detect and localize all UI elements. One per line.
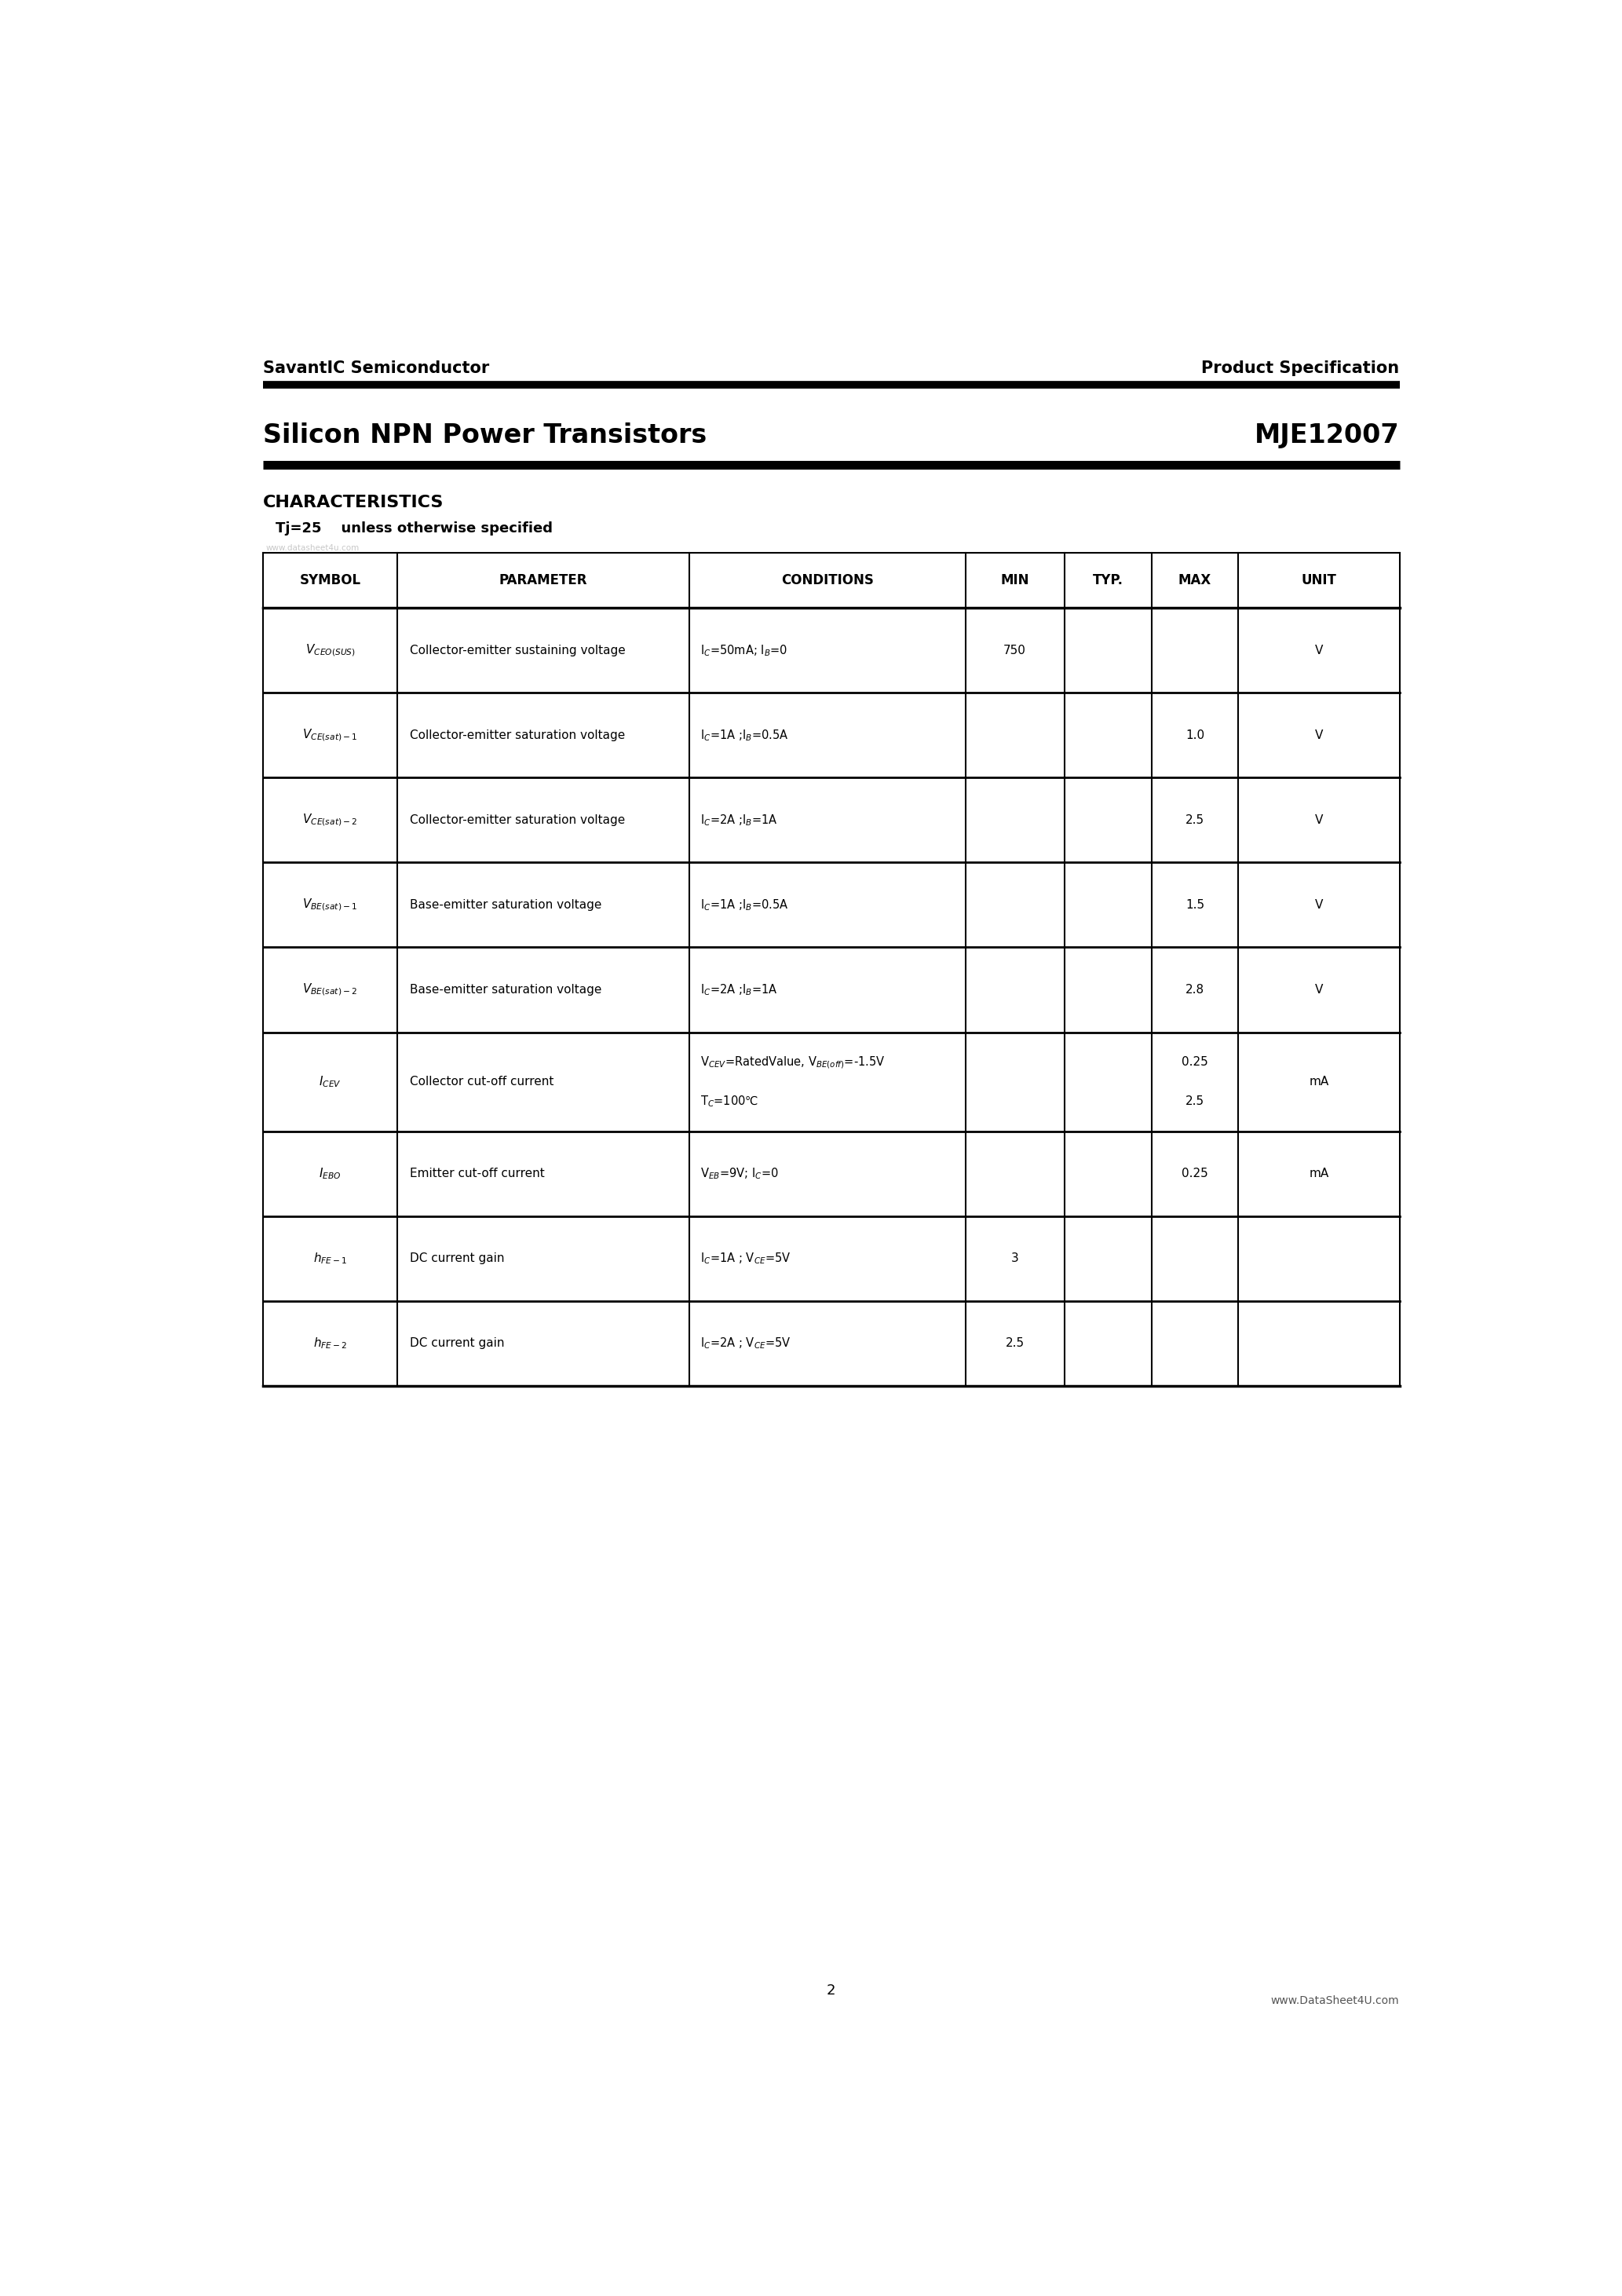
Text: I$_C$=2A ; V$_{CE}$=5V: I$_C$=2A ; V$_{CE}$=5V xyxy=(701,1336,792,1350)
Text: 750: 750 xyxy=(1004,645,1027,657)
Text: SavantIC Semiconductor: SavantIC Semiconductor xyxy=(263,360,490,377)
Text: UNIT: UNIT xyxy=(1301,574,1337,588)
Text: mA: mA xyxy=(1309,1169,1328,1180)
Text: DC current gain: DC current gain xyxy=(410,1339,504,1350)
Text: I$_C$=1A ;I$_B$=0.5A: I$_C$=1A ;I$_B$=0.5A xyxy=(701,728,788,742)
Text: Collector cut-off current: Collector cut-off current xyxy=(410,1077,553,1088)
Text: V$_{CEV}$=RatedValue, V$_{BE(off)}$=-1.5V: V$_{CEV}$=RatedValue, V$_{BE(off)}$=-1.5… xyxy=(701,1054,886,1070)
Text: V$_{CE(sat)-2}$: V$_{CE(sat)-2}$ xyxy=(303,813,358,829)
Text: Collector-emitter saturation voltage: Collector-emitter saturation voltage xyxy=(410,815,624,827)
Text: TYP.: TYP. xyxy=(1093,574,1124,588)
Text: V: V xyxy=(1315,815,1324,827)
Text: 2.8: 2.8 xyxy=(1186,985,1205,996)
Text: SYMBOL: SYMBOL xyxy=(300,574,360,588)
Text: V: V xyxy=(1315,985,1324,996)
Text: 3: 3 xyxy=(1011,1254,1019,1265)
Text: V$_{BE(sat)-1}$: V$_{BE(sat)-1}$ xyxy=(303,898,358,912)
Text: 1.0: 1.0 xyxy=(1186,730,1205,742)
Text: T$_C$=100℃: T$_C$=100℃ xyxy=(701,1093,759,1109)
Text: 2.5: 2.5 xyxy=(1186,1095,1205,1107)
Text: V: V xyxy=(1315,730,1324,742)
Text: 2.5: 2.5 xyxy=(1006,1339,1023,1350)
Text: h$_{FE-1}$: h$_{FE-1}$ xyxy=(313,1251,347,1265)
Text: MIN: MIN xyxy=(1001,574,1028,588)
Text: PARAMETER: PARAMETER xyxy=(500,574,587,588)
Text: 2: 2 xyxy=(827,1984,835,1998)
Text: 2.5: 2.5 xyxy=(1186,815,1205,827)
Text: I$_C$=1A ; V$_{CE}$=5V: I$_C$=1A ; V$_{CE}$=5V xyxy=(701,1251,792,1265)
Text: I$_C$=2A ;I$_B$=1A: I$_C$=2A ;I$_B$=1A xyxy=(701,983,779,996)
Text: MAX: MAX xyxy=(1178,574,1212,588)
Text: www.datasheet4u.com: www.datasheet4u.com xyxy=(266,544,358,551)
Text: Product Specification: Product Specification xyxy=(1202,360,1400,377)
Text: mA: mA xyxy=(1309,1077,1328,1088)
Text: Collector-emitter saturation voltage: Collector-emitter saturation voltage xyxy=(410,730,624,742)
Text: I$_C$=1A ;I$_B$=0.5A: I$_C$=1A ;I$_B$=0.5A xyxy=(701,898,788,912)
Text: V$_{CE(sat)-1}$: V$_{CE(sat)-1}$ xyxy=(303,728,358,744)
Text: I$_{CEV}$: I$_{CEV}$ xyxy=(320,1075,341,1088)
Text: Tj=25    unless otherwise specified: Tj=25 unless otherwise specified xyxy=(276,521,553,535)
Text: V$_{EB}$=9V; I$_C$=0: V$_{EB}$=9V; I$_C$=0 xyxy=(701,1166,779,1180)
Text: 0.25: 0.25 xyxy=(1182,1056,1208,1068)
Text: 0.25: 0.25 xyxy=(1182,1169,1208,1180)
Text: I$_C$=50mA; I$_B$=0: I$_C$=50mA; I$_B$=0 xyxy=(701,643,788,657)
Text: Silicon NPN Power Transistors: Silicon NPN Power Transistors xyxy=(263,422,707,448)
Text: MJE12007: MJE12007 xyxy=(1254,422,1400,448)
Text: DC current gain: DC current gain xyxy=(410,1254,504,1265)
Text: Base-emitter saturation voltage: Base-emitter saturation voltage xyxy=(410,985,602,996)
Text: h$_{FE-2}$: h$_{FE-2}$ xyxy=(313,1336,347,1350)
Text: I$_{EBO}$: I$_{EBO}$ xyxy=(320,1166,341,1180)
Text: CONDITIONS: CONDITIONS xyxy=(782,574,874,588)
Text: V$_{BE(sat)-2}$: V$_{BE(sat)-2}$ xyxy=(303,983,357,996)
Text: Collector-emitter sustaining voltage: Collector-emitter sustaining voltage xyxy=(410,645,626,657)
Text: 1.5: 1.5 xyxy=(1186,900,1205,912)
Text: Emitter cut-off current: Emitter cut-off current xyxy=(410,1169,545,1180)
Text: V$_{CEO(SUS)}$: V$_{CEO(SUS)}$ xyxy=(305,643,355,659)
Text: I$_C$=2A ;I$_B$=1A: I$_C$=2A ;I$_B$=1A xyxy=(701,813,779,827)
Text: V: V xyxy=(1315,900,1324,912)
Text: www.DataSheet4U.com: www.DataSheet4U.com xyxy=(1272,1995,1400,2007)
Text: Base-emitter saturation voltage: Base-emitter saturation voltage xyxy=(410,900,602,912)
Text: V: V xyxy=(1315,645,1324,657)
Text: CHARACTERISTICS: CHARACTERISTICS xyxy=(263,494,444,510)
